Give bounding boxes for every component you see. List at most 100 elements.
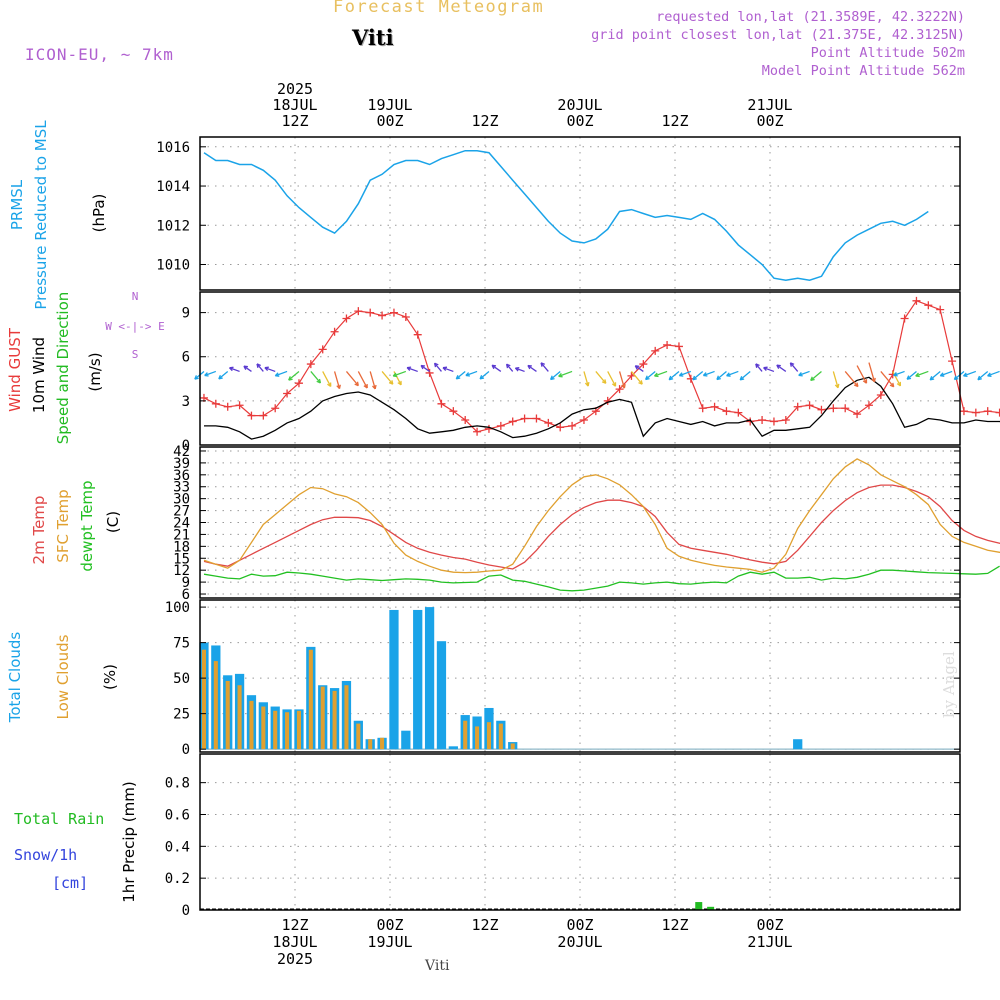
gust-marker <box>971 408 980 417</box>
gust-marker <box>354 307 363 316</box>
wind-direction-arrow <box>739 370 751 381</box>
wind-direction-arrow <box>288 370 300 381</box>
gust-marker <box>674 342 683 351</box>
wind-direction-arrow <box>716 370 727 380</box>
gust-marker <box>437 399 446 408</box>
gust-marker <box>924 301 933 310</box>
wind-direction-arrow <box>204 370 217 377</box>
requested-coords: requested lon,lat (21.3589E, 42.3222N) <box>656 9 965 25</box>
y-tick-label: 24 <box>173 516 190 532</box>
wind-direction-arrow <box>345 371 359 387</box>
gust-marker <box>959 407 968 416</box>
wind-direction-arrow <box>465 370 478 377</box>
y-tick-label: 15 <box>173 551 190 567</box>
wind-direction-arrow <box>892 371 901 387</box>
low-cloud-bar <box>356 723 361 750</box>
top-time-label: 19JUL <box>367 96 412 114</box>
wind-direction-arrow <box>607 371 617 387</box>
low-cloud-bar <box>498 723 503 750</box>
wind-direction-arrow <box>515 367 525 373</box>
wind-direction-arrow <box>406 366 418 373</box>
compass-we: W <-|-> E <box>105 320 165 333</box>
y-axis-label: SFC Temp <box>54 489 72 562</box>
top-time-label: 00Z <box>756 112 783 130</box>
gust-marker <box>579 415 588 424</box>
y-axis-label: 10m Wind <box>30 337 48 413</box>
gust-marker <box>520 414 529 423</box>
rain-bar <box>707 906 715 910</box>
y-tick-label: 9 <box>182 575 190 591</box>
low-cloud-bar <box>308 649 313 750</box>
wind-direction-arrow <box>810 370 822 381</box>
total-cloud-bar <box>448 746 458 750</box>
y-axis-label: dewpt Temp <box>78 480 96 571</box>
compass-n: N <box>132 290 139 303</box>
gust-marker <box>841 404 850 413</box>
precip-legend-snow: Snow/1h <box>14 846 77 864</box>
low-cloud-bar <box>225 680 230 750</box>
y-tick-label: 6 <box>182 587 190 603</box>
y-tick-label: 0 <box>182 438 190 454</box>
gust-marker <box>247 411 256 420</box>
pressure-line <box>203 149 929 281</box>
y-tick-label: 12 <box>173 563 190 579</box>
low-cloud-bar <box>486 722 491 750</box>
wind-direction-arrow <box>506 363 514 372</box>
wind-arrowhead <box>336 384 341 390</box>
gust-marker <box>746 417 755 426</box>
gust-marker <box>283 389 292 398</box>
y-tick-label: 21 <box>173 527 190 543</box>
wind-direction-arrow <box>789 362 799 372</box>
gust-marker <box>544 418 553 427</box>
gust-marker <box>817 405 826 414</box>
wind-direction-arrow <box>243 365 252 372</box>
wind-arrowhead <box>739 375 745 381</box>
y-tick-label: 39 <box>173 456 190 472</box>
total-cloud-bar <box>793 739 803 750</box>
low-cloud-bar <box>463 720 468 750</box>
wind-arrowhead <box>363 383 368 389</box>
gust-marker <box>615 385 624 394</box>
wind-arrowhead <box>634 365 640 370</box>
wind-direction-arrow <box>856 365 868 384</box>
gust-marker <box>223 402 232 411</box>
wind-direction-arrow <box>618 371 625 389</box>
gust-marker <box>568 421 577 430</box>
gust-marker <box>698 404 707 413</box>
wind-arrowhead <box>896 381 902 387</box>
wind-arrowhead <box>558 372 563 378</box>
wind-direction-arrow <box>679 370 692 377</box>
wind-direction-arrow <box>763 367 775 373</box>
gust-marker <box>912 296 921 305</box>
gust-marker <box>603 396 612 405</box>
wind-arrowhead <box>527 364 532 370</box>
wind-arrowhead <box>871 377 876 383</box>
low-cloud-bar <box>261 706 266 750</box>
frame-layer <box>199 136 961 911</box>
wind-arrowhead <box>953 375 959 381</box>
wind-direction-arrow <box>595 371 607 384</box>
wind-arrowhead <box>716 375 721 381</box>
y-tick-label: 100 <box>165 600 190 616</box>
wind-arrowhead <box>939 372 945 377</box>
gust-marker <box>805 401 814 410</box>
y-tick-label: 0.4 <box>165 839 190 855</box>
wind-arrowhead <box>862 379 868 384</box>
y-tick-label: 75 <box>173 636 190 652</box>
y-tick-label: 1010 <box>156 258 190 274</box>
bottom-time-label: 12Z <box>281 916 308 934</box>
wind-direction-arrow <box>868 362 876 383</box>
y-tick-label: 9 <box>182 306 190 322</box>
bottom-time-label: 2025 <box>277 950 313 968</box>
wind-direction-arrow <box>893 370 905 377</box>
wind-arrowhead <box>755 363 760 368</box>
bottom-time-label: 21JUL <box>747 933 792 951</box>
gust-marker <box>401 313 410 322</box>
low-cloud-bar <box>368 739 373 750</box>
low-cloud-bar <box>237 685 242 750</box>
wind-arrowhead <box>963 372 968 378</box>
wind-arrowhead <box>834 383 840 389</box>
low-cloud-bar <box>296 710 301 750</box>
low-cloud-bar <box>332 690 337 750</box>
low-cloud-bar <box>380 737 385 750</box>
